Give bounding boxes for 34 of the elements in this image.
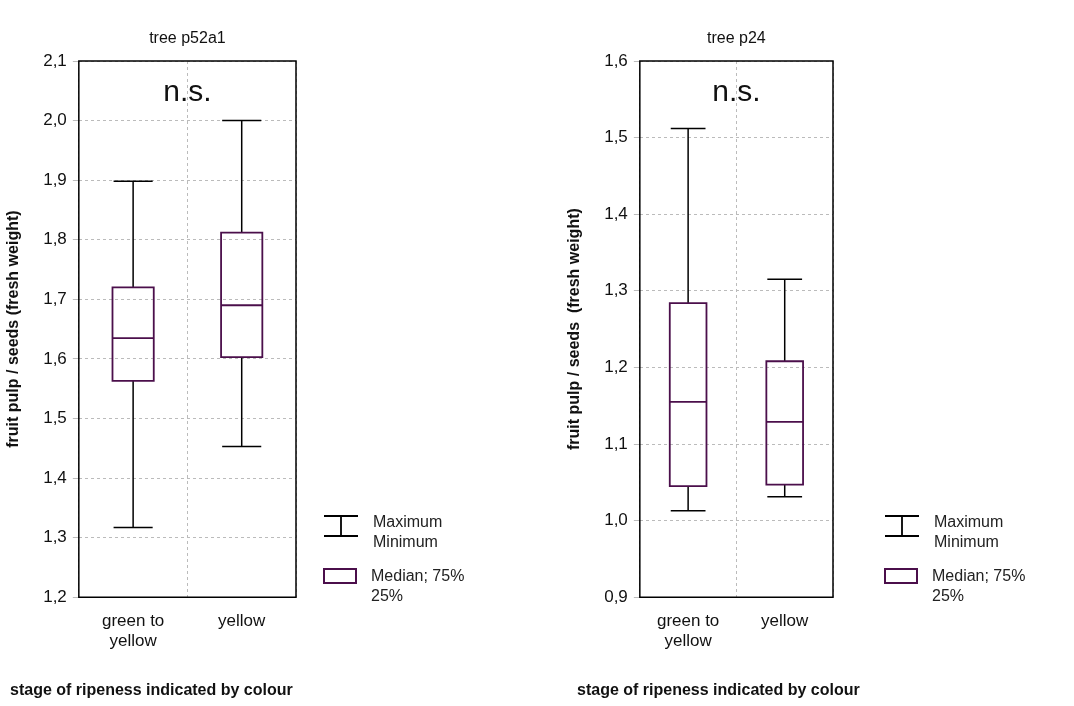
annotation: n.s. xyxy=(163,74,212,107)
x-axis-title: stage of ripeness indicated by colour xyxy=(577,681,860,698)
y-tick-label: 1,5 xyxy=(43,408,67,428)
legend-label: Median; 75% 25% xyxy=(371,566,465,606)
y-tick-label: 2,0 xyxy=(43,110,67,130)
y-tick-label: 1,3 xyxy=(43,527,67,547)
y-tick-label: 1,0 xyxy=(604,510,628,530)
x-tick-label: green to yellow xyxy=(656,611,720,651)
y-tick-label: 1,5 xyxy=(604,127,628,147)
y-tick-label: 1,7 xyxy=(43,289,67,308)
x-tick-label: green to yellow xyxy=(101,611,165,651)
y-tick-label: 1,6 xyxy=(604,50,628,70)
x-axis-title: stage of ripeness indicated by colour xyxy=(10,681,293,698)
text: Maximum Minimum xyxy=(373,512,443,552)
y-tick-label: 0,9 xyxy=(604,586,628,606)
y-axis-title: fruit pulp / seeds (fresh weight) xyxy=(565,208,583,450)
y-axis-title: fruit pulp / seeds (fresh weight) xyxy=(4,210,22,448)
x-tick-label: yellow xyxy=(761,611,810,631)
y-tick-label: 2,1 xyxy=(43,50,67,70)
chart-title: tree p24 xyxy=(707,29,766,46)
y-tick-label: 1,2 xyxy=(43,586,67,606)
annotation: n.s. xyxy=(712,74,761,107)
y-tick-label: 1,2 xyxy=(604,357,628,377)
y-tick-label: 1,8 xyxy=(43,229,67,249)
y-tick-label: 1,1 xyxy=(604,433,628,453)
y-tick-label: 1,4 xyxy=(604,203,628,223)
y-tick-label: 1,4 xyxy=(43,467,67,487)
chart-title: tree p52a1 xyxy=(149,29,226,46)
y-tick-label: 1,3 xyxy=(604,280,628,300)
y-tick-label: 1,9 xyxy=(43,169,67,189)
legend-label: Median; 75% 25% xyxy=(932,566,1026,606)
x-tick-label: yellow xyxy=(218,611,267,631)
text: Maximum Minimum xyxy=(934,512,1004,552)
y-tick-label: 1,6 xyxy=(43,348,67,368)
